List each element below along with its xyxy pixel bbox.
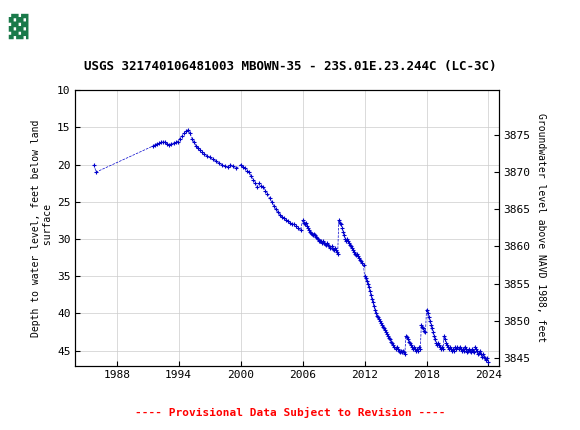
Text: ▓: ▓ xyxy=(9,13,28,39)
Y-axis label: Groundwater level above NAVD 1988, feet: Groundwater level above NAVD 1988, feet xyxy=(536,114,546,342)
Text: ---- Provisional Data Subject to Revision ----: ---- Provisional Data Subject to Revisio… xyxy=(135,407,445,418)
Y-axis label: Depth to water level, feet below land
 surface: Depth to water level, feet below land su… xyxy=(31,119,53,337)
Bar xyxy=(6,3,75,49)
Text: USGS: USGS xyxy=(32,16,96,36)
Text: USGS 321740106481003 MBOWN-35 - 23S.01E.23.244C (LC-3C): USGS 321740106481003 MBOWN-35 - 23S.01E.… xyxy=(84,60,496,73)
